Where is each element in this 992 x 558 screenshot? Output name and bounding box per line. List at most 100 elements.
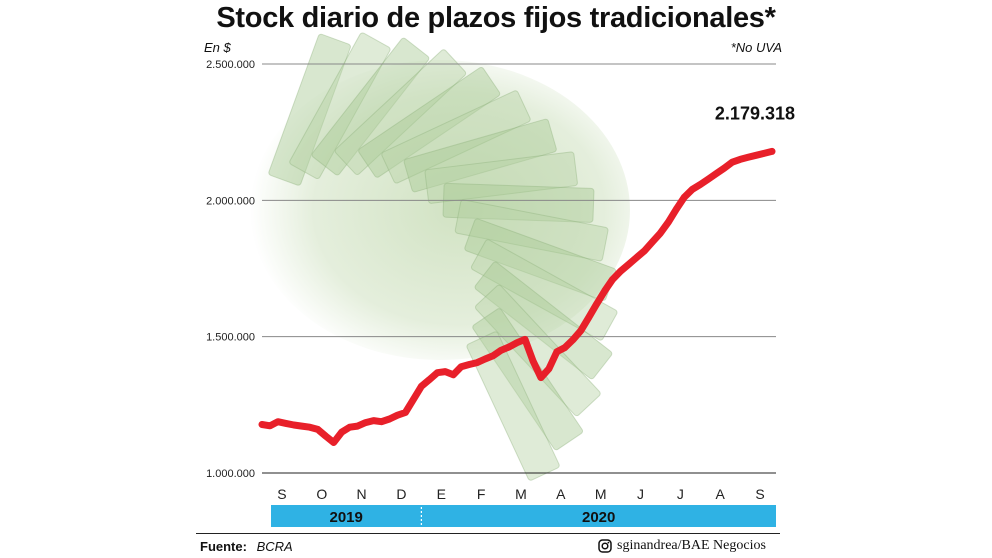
banknote-shape — [381, 90, 531, 184]
data-point — [426, 376, 433, 383]
data-point — [609, 276, 616, 283]
data-point — [649, 238, 656, 245]
x-tick-label: A — [716, 486, 726, 502]
data-point — [505, 343, 513, 351]
year-label: 2020 — [582, 509, 615, 526]
year-label: 2019 — [330, 509, 363, 526]
data-point — [314, 426, 321, 433]
data-point — [577, 327, 584, 334]
data-point — [705, 175, 712, 183]
page-title: Stock diario de plazos fijos tradicional… — [216, 2, 776, 34]
data-point — [641, 247, 648, 254]
data-point — [665, 218, 672, 226]
x-tick-label: M — [515, 486, 527, 502]
data-point — [752, 152, 760, 159]
unit-label: En $ — [204, 40, 231, 55]
data-point — [410, 396, 417, 403]
data-point — [465, 361, 473, 368]
data-point — [338, 428, 345, 436]
source-label: Fuente: — [200, 539, 247, 554]
data-point — [657, 229, 664, 237]
year-band: 2019 2020 — [271, 505, 776, 527]
data-point — [713, 170, 720, 177]
y-tick-label: 2.500.000 — [206, 59, 255, 71]
data-point — [298, 422, 306, 430]
x-tick-label: F — [477, 486, 486, 502]
data-point — [553, 348, 561, 355]
data-point — [274, 418, 282, 425]
data-point — [481, 355, 489, 363]
data-point — [760, 150, 768, 157]
credit: sginandrea/BAE Negocios — [598, 538, 766, 554]
series-line — [258, 147, 776, 446]
data-point — [736, 156, 744, 163]
data-point — [346, 423, 353, 431]
data-point — [473, 359, 481, 366]
data-point — [561, 344, 569, 351]
instagram-icon — [598, 539, 612, 553]
x-tick-label: S — [755, 486, 764, 502]
data-point — [354, 422, 361, 430]
data-point — [442, 368, 449, 375]
banknote-shape — [311, 37, 430, 176]
data-point — [681, 193, 688, 201]
annotations: 2.179.318 — [715, 103, 795, 123]
data-point — [282, 420, 290, 427]
data-point — [497, 347, 505, 354]
banknote-shape — [403, 118, 557, 193]
data-point — [593, 300, 600, 308]
banknote-shape — [466, 331, 560, 481]
data-point — [306, 423, 314, 431]
data-point — [450, 371, 457, 379]
illustration-glow — [250, 60, 630, 360]
banknote-shape — [358, 66, 501, 178]
data-point — [625, 261, 632, 268]
data-point — [697, 181, 704, 188]
data-point — [728, 158, 736, 166]
x-tick-label: D — [396, 486, 406, 502]
x-tick-label: S — [277, 486, 286, 502]
banknote-shape — [474, 261, 613, 380]
data-point — [330, 439, 337, 446]
y-tick-label: 2.000.000 — [206, 195, 255, 207]
banknote-fan-illustration — [250, 32, 630, 481]
banknote-shape — [289, 32, 391, 180]
banknote-shape — [334, 49, 467, 175]
note-label: *No UVA — [730, 40, 782, 55]
data-point — [744, 154, 752, 161]
data-label: 2.179.318 — [715, 103, 795, 123]
banknote-shape — [472, 308, 584, 451]
data-point — [545, 365, 553, 373]
banknote-shape — [424, 151, 578, 204]
data-point — [434, 369, 441, 376]
y-tick-label: 1.000.000 — [206, 468, 255, 480]
x-tick-label: O — [316, 486, 327, 502]
data-point — [529, 357, 537, 364]
data-point — [290, 421, 298, 429]
data-point — [266, 422, 274, 430]
y-axis-ticks: 1.000.000 1.500.000 2.000.000 2.500.000 — [206, 59, 255, 480]
data-point — [458, 363, 465, 370]
year-band-bar — [271, 505, 776, 527]
data-point — [617, 268, 624, 275]
x-tick-label: J — [637, 486, 644, 502]
source: Fuente: BCRA — [200, 539, 293, 554]
data-point — [569, 336, 576, 344]
data-point — [418, 383, 425, 390]
data-point — [378, 418, 385, 425]
data-point — [489, 352, 497, 359]
grid-lines — [262, 63, 776, 474]
data-point — [673, 205, 680, 213]
data-point — [386, 415, 393, 423]
banknote-shape — [454, 199, 609, 262]
x-tick-label: E — [437, 486, 446, 502]
data-point — [513, 339, 521, 346]
banknote-shape — [268, 33, 351, 186]
data-point — [768, 148, 776, 155]
data-point — [362, 419, 369, 426]
data-point — [537, 374, 545, 381]
data-point — [633, 254, 640, 261]
data-point — [402, 409, 409, 416]
